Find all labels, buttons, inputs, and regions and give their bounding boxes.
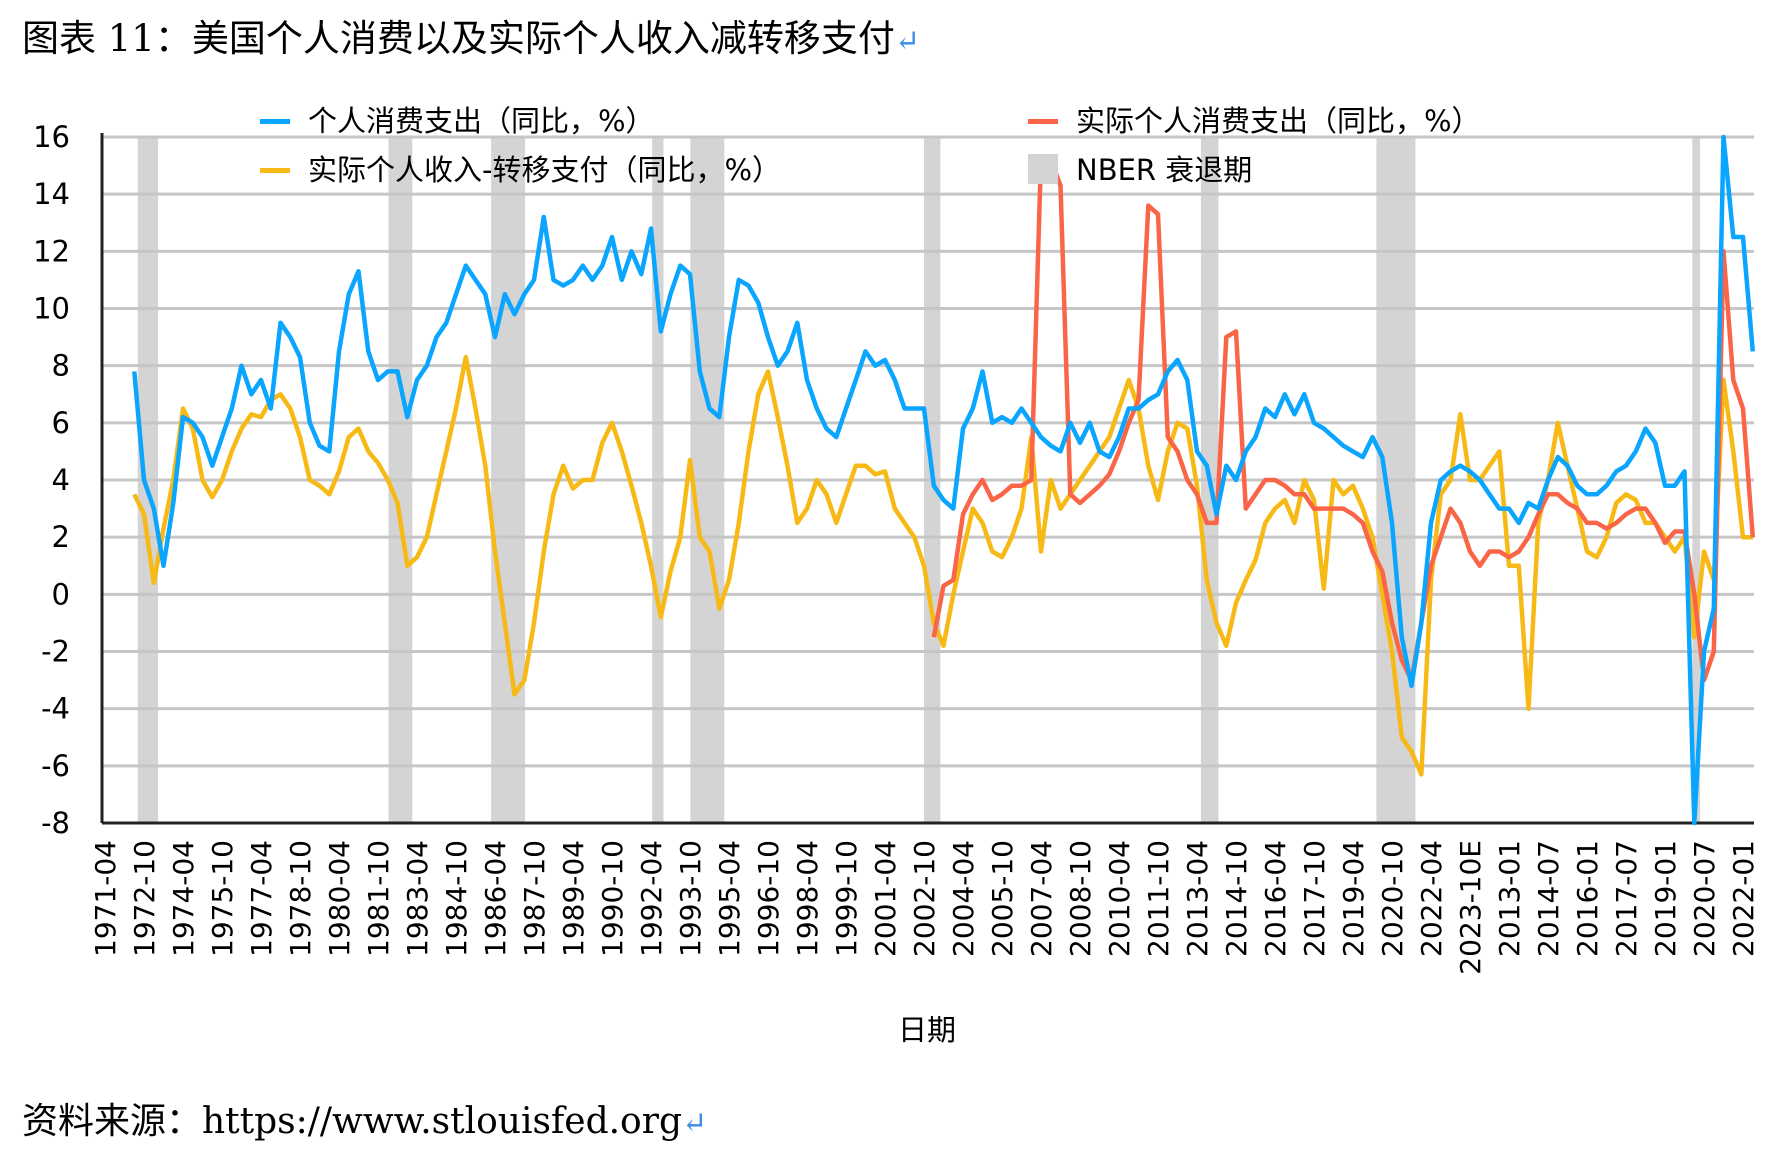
x-tick-label: 2017-10 [1298,840,1331,957]
legend-label: NBER 衰退期 [1076,153,1252,187]
x-tick-label: 1986-04 [479,840,512,957]
y-tick-label: 6 [52,406,70,440]
x-tick-label: 2014-07 [1532,840,1565,957]
x-tick-label: 1981-10 [362,840,395,957]
x-tick-label: 1971-04 [89,840,122,957]
series-line-pce [132,134,1756,826]
x-tick-label: 2017-07 [1610,840,1643,957]
gridlines [100,133,1754,825]
x-tick-label: 1993-10 [674,840,707,957]
legend-label: 实际个人消费支出（同比，%） [1076,104,1481,138]
x-tick-label: 2022-04 [1415,840,1448,957]
x-tick-label: 1984-10 [440,840,473,957]
y-axis-ticks: 16 14 12 10 8 6 4 2 0 -2 -4 -6 -8 [33,120,70,840]
legend: 个人消费支出（同比，%） 实际个人消费支出（同比，%） 实际个人收入-转移支付（同比… [260,104,1481,187]
x-tick-label: 1974-04 [167,840,200,957]
x-tick-label: 1987-10 [518,840,551,957]
x-tick-label: 1980-04 [323,840,356,957]
return-mark-icon: ↵ [682,1106,708,1141]
x-tick-label: 2008-10 [1064,840,1097,957]
series-line-real_pce [931,154,1756,683]
x-axis-ticks: 1971-04 1972-10 1974-04 1975-10 1977-04 1978-… [89,840,1760,975]
x-tick-label: 2019-04 [1337,840,1370,957]
y-tick-label: 2 [52,520,70,554]
x-tick-label: 2019-01 [1649,840,1682,957]
y-tick-label: 12 [33,234,70,268]
series-line-real_income [132,354,1753,777]
legend-label: 实际个人收入-转移支付（同比，%） [308,153,781,187]
x-tick-label: 1995-04 [713,840,746,957]
x-tick-label: 2007-04 [1025,840,1058,957]
y-tick-label: -6 [41,749,70,783]
x-tick-label: 2004-04 [947,840,980,957]
y-tick-label: -8 [41,806,70,840]
series-lines [132,134,1756,826]
x-tick-label: 1975-10 [206,840,239,957]
legend-swatch-real_pce [1028,119,1058,124]
x-tick-label: 2016-01 [1571,840,1604,957]
x-tick-label: 2001-04 [869,840,902,957]
x-tick-label: 1992-04 [635,840,668,957]
y-tick-label: 0 [52,577,70,611]
x-tick-label: 1999-10 [830,840,863,957]
y-tick-label: 16 [33,120,70,154]
x-tick-label: 1996-10 [752,840,785,957]
x-tick-label: 2022-01 [1727,840,1760,957]
x-tick-label: 2014-10 [1220,840,1253,957]
x-tick-label: 2013-04 [1181,840,1214,957]
x-tick-label: 2011-10 [1142,840,1175,957]
y-tick-label: 4 [52,463,70,497]
title-text: 图表 11：美国个人消费以及实际个人收入减转移支付 [22,17,895,60]
x-tick-label: 1989-04 [557,840,590,957]
x-axis-label: 日期 [898,1013,956,1047]
y-tick-label: 14 [33,177,70,211]
legend-swatch-pce [260,119,290,124]
x-tick-label: 2020-07 [1688,840,1721,957]
y-tick-label: 8 [52,349,70,383]
x-tick-label: 1977-04 [245,840,278,957]
x-tick-label: 2013-01 [1493,840,1526,957]
source-note: 资料来源：https://www.stlouisfed.org↵ [22,1092,707,1144]
x-tick-label: 1990-10 [596,840,629,957]
y-tick-label: 10 [33,292,70,326]
x-tick-label: 2002-10 [908,840,941,957]
return-mark-icon: ↵ [894,24,920,59]
x-tick-label: 2005-10 [986,840,1019,957]
y-tick-label: -2 [41,635,70,669]
figure-title: 图表 11：美国个人消费以及实际个人收入减转移支付↵ [22,8,920,62]
x-tick-label: 2016-04 [1259,840,1292,957]
legend-label: 个人消费支出（同比，%） [308,104,655,138]
x-tick-label: 1998-04 [791,840,824,957]
source-text: 资料来源：https://www.stlouisfed.org [22,1101,682,1142]
x-tick-label: 2020-10 [1376,840,1409,957]
x-tick-label: 1978-10 [284,840,317,957]
x-tick-label: 1983-04 [401,840,434,957]
legend-swatch-real_income [260,168,290,173]
x-tick-label: 2010-04 [1103,840,1136,957]
legend-swatch-recession [1028,154,1058,184]
x-tick-label: 2023-10E [1454,840,1487,975]
x-tick-label: 1972-10 [128,840,161,957]
y-tick-label: -4 [41,692,70,726]
